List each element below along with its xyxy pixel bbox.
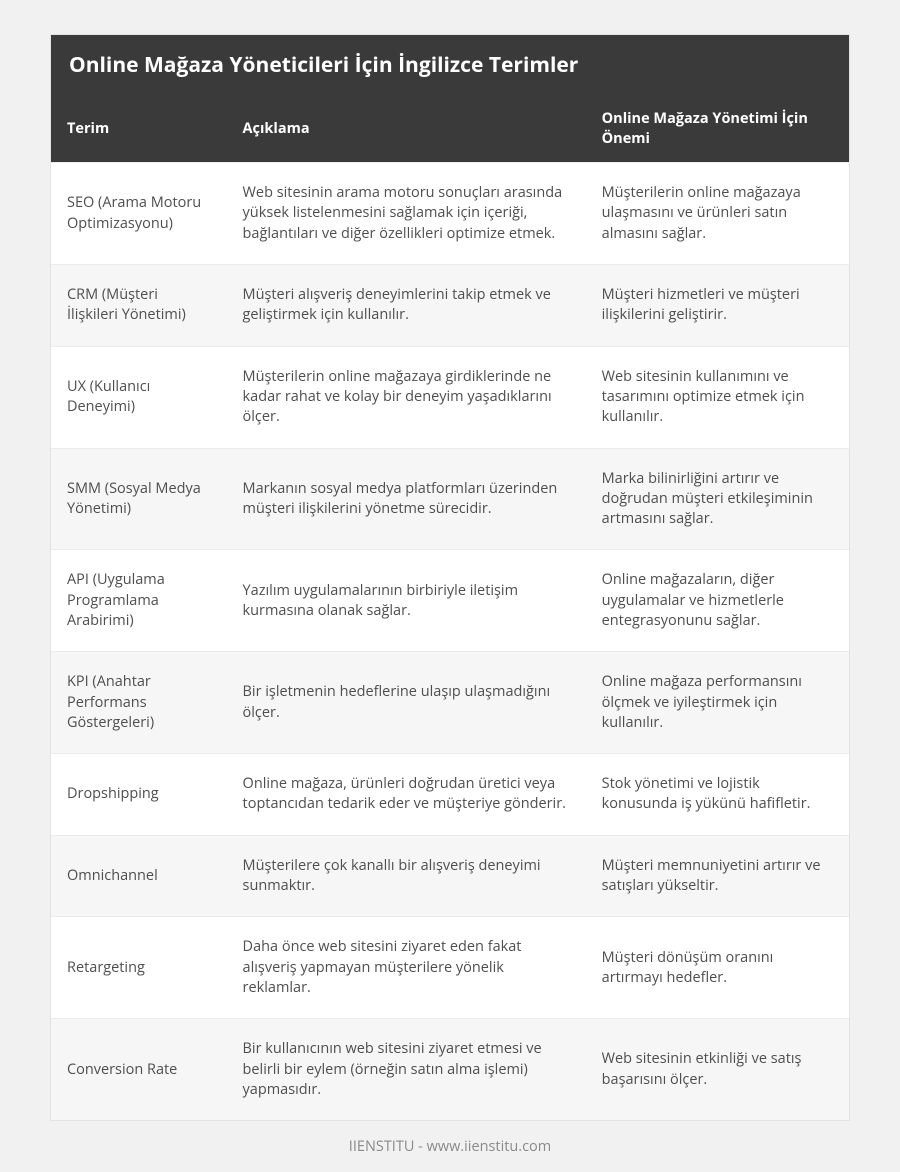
- table-header-row: Terim Açıklama Online Mağaza Yönetimi İç…: [51, 95, 849, 163]
- cell-description: Müşteri alışveriş deneyimlerini takip et…: [227, 265, 586, 347]
- cell-term: SEO (Arama Motoru Optimizasyonu): [51, 163, 227, 265]
- cell-description: Online mağaza, ürünleri doğrudan üretici…: [227, 754, 586, 836]
- cell-term: Retargeting: [51, 917, 227, 1019]
- cell-term: Omnichannel: [51, 835, 227, 917]
- terms-table-container: Online Mağaza Yöneticileri İçin İngilizc…: [50, 34, 850, 1121]
- cell-term: Conversion Rate: [51, 1019, 227, 1120]
- cell-term: KPI (Anahtar Performans Göstergeleri): [51, 652, 227, 754]
- cell-description: Daha önce web sitesini ziyaret eden faka…: [227, 917, 586, 1019]
- cell-description: Müşterilere çok kanallı bir alışveriş de…: [227, 835, 586, 917]
- cell-importance: Web sitesinin kullanımını ve tasarımını …: [586, 346, 849, 448]
- cell-description: Yazılım uygulamalarının birbiriyle ileti…: [227, 550, 586, 652]
- table-row: API (Uygulama Programlama Arabirimi) Yaz…: [51, 550, 849, 652]
- footer-attribution: IIENSTITU - www.iienstitu.com: [50, 1121, 850, 1172]
- col-header-importance: Online Mağaza Yönetimi İçin Önemi: [586, 95, 849, 163]
- cell-description: Web sitesinin arama motoru sonuçları ara…: [227, 163, 586, 265]
- table-row: SMM (Sosyal Medya Yönetimi) Markanın sos…: [51, 448, 849, 550]
- cell-importance: Web sitesinin etkinliği ve satış başarıs…: [586, 1019, 849, 1120]
- cell-term: Dropshipping: [51, 754, 227, 836]
- table-row: UX (Kullanıcı Deneyimi) Müşterilerin onl…: [51, 346, 849, 448]
- table-row: Retargeting Daha önce web sitesini ziyar…: [51, 917, 849, 1019]
- cell-importance: Marka bilinirliğini artırır ve doğrudan …: [586, 448, 849, 550]
- cell-importance: Müşteri hizmetleri ve müşteri ilişkileri…: [586, 265, 849, 347]
- table-row: SEO (Arama Motoru Optimizasyonu) Web sit…: [51, 163, 849, 265]
- table-title: Online Mağaza Yöneticileri İçin İngilizc…: [51, 35, 849, 95]
- cell-importance: Stok yönetimi ve lojistik konusunda iş y…: [586, 754, 849, 836]
- cell-term: SMM (Sosyal Medya Yönetimi): [51, 448, 227, 550]
- terms-table: Terim Açıklama Online Mağaza Yönetimi İç…: [51, 95, 849, 1120]
- table-row: KPI (Anahtar Performans Göstergeleri) Bi…: [51, 652, 849, 754]
- cell-importance: Online mağaza performansını ölçmek ve iy…: [586, 652, 849, 754]
- cell-importance: Müşterilerin online mağazaya ulaşmasını …: [586, 163, 849, 265]
- table-row: Conversion Rate Bir kullanıcının web sit…: [51, 1019, 849, 1120]
- table-row: Dropshipping Online mağaza, ürünleri doğ…: [51, 754, 849, 836]
- table-row: CRM (Müşteri İlişkileri Yönetimi) Müşter…: [51, 265, 849, 347]
- cell-description: Müşterilerin online mağazaya girdiklerin…: [227, 346, 586, 448]
- cell-description: Bir kullanıcının web sitesini ziyaret et…: [227, 1019, 586, 1120]
- col-header-term: Terim: [51, 95, 227, 163]
- cell-term: UX (Kullanıcı Deneyimi): [51, 346, 227, 448]
- cell-importance: Müşteri memnuniyetini artırır ve satışla…: [586, 835, 849, 917]
- table-body: SEO (Arama Motoru Optimizasyonu) Web sit…: [51, 163, 849, 1121]
- cell-importance: Online mağazaların, diğer uygulamalar ve…: [586, 550, 849, 652]
- cell-description: Bir işletmenin hedeflerine ulaşıp ulaşma…: [227, 652, 586, 754]
- cell-description: Markanın sosyal medya platformları üzeri…: [227, 448, 586, 550]
- table-row: Omnichannel Müşterilere çok kanallı bir …: [51, 835, 849, 917]
- cell-term: API (Uygulama Programlama Arabirimi): [51, 550, 227, 652]
- col-header-description: Açıklama: [227, 95, 586, 163]
- cell-importance: Müşteri dönüşüm oranını artırmayı hedefl…: [586, 917, 849, 1019]
- cell-term: CRM (Müşteri İlişkileri Yönetimi): [51, 265, 227, 347]
